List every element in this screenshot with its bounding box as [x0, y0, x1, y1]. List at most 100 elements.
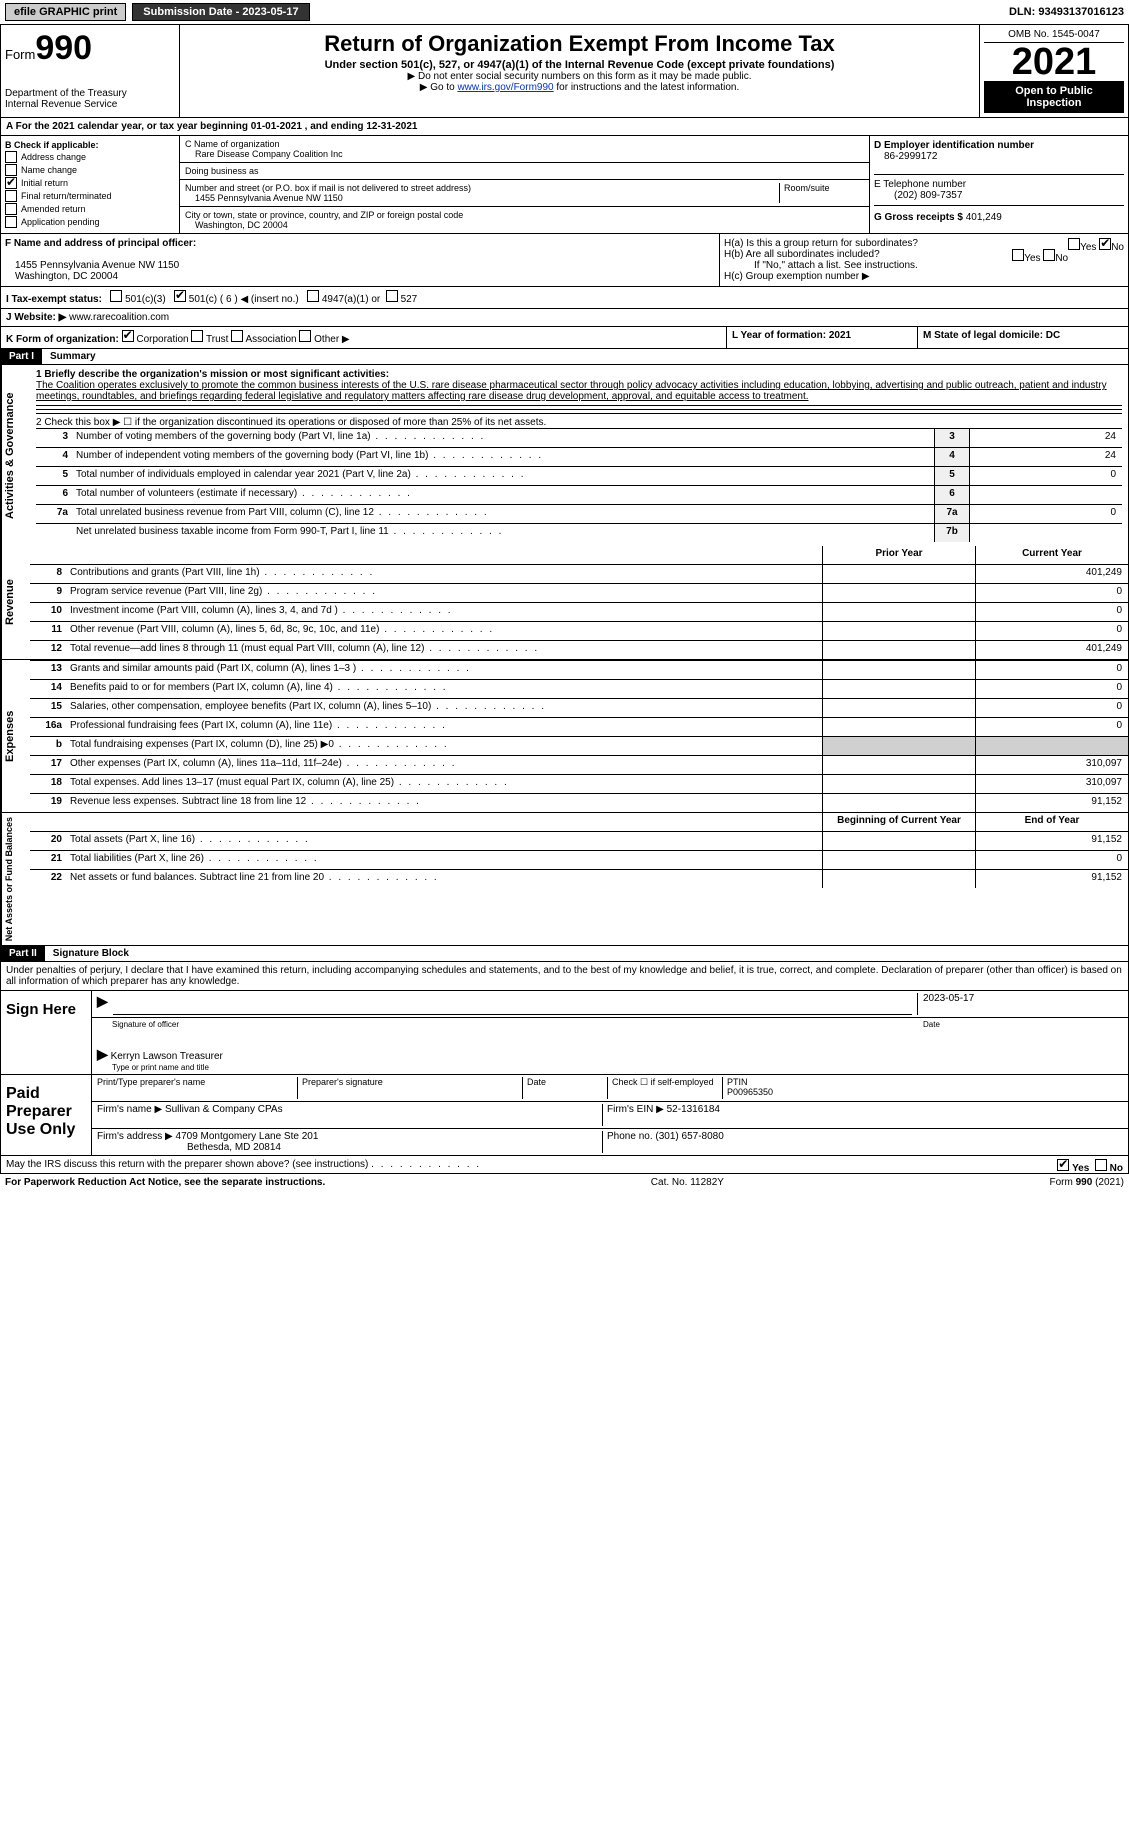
check-4947[interactable] — [307, 290, 319, 302]
line-label: Revenue less expenses. Subtract line 18 … — [66, 794, 822, 812]
current-value: 0 — [975, 584, 1128, 602]
checkbox-app-pending[interactable] — [5, 216, 17, 228]
top-bar: efile GRAPHIC print Submission Date - 20… — [0, 0, 1129, 25]
line-num: 17 — [30, 756, 66, 774]
opt-4947: 4947(a)(1) or — [322, 294, 380, 305]
line-value: 24 — [969, 429, 1122, 447]
part2-header-row: Part II Signature Block — [0, 946, 1129, 962]
check-501c3[interactable] — [110, 290, 122, 302]
note-goto: ▶ Go to — [420, 82, 458, 93]
prior-value — [822, 699, 975, 717]
check-assoc[interactable] — [231, 330, 243, 342]
ha-yes[interactable] — [1068, 238, 1080, 250]
col-current: Current Year — [975, 546, 1128, 564]
line-label: Net assets or fund balances. Subtract li… — [66, 870, 822, 888]
prior-value — [822, 565, 975, 583]
discuss-yes[interactable] — [1057, 1159, 1069, 1171]
col-end: End of Year — [975, 813, 1128, 831]
line-a: A For the 2021 calendar year, or tax yea… — [0, 118, 1129, 136]
box-b: B Check if applicable: Address change Na… — [1, 136, 180, 233]
line-num: 20 — [30, 832, 66, 850]
sign-block: Sign Here ▶ 2023-05-17 Signature of offi… — [0, 991, 1129, 1075]
current-value: 91,152 — [975, 794, 1128, 812]
officer-addr2: Washington, DC 20004 — [5, 271, 118, 282]
table-row: 7a Total unrelated business revenue from… — [36, 504, 1122, 523]
table-row: Net unrelated business taxable income fr… — [36, 523, 1122, 542]
sig-date-label: Date — [923, 1020, 1123, 1042]
firm-phone: (301) 657-8080 — [655, 1131, 723, 1142]
current-value: 0 — [975, 661, 1128, 679]
table-row: 13 Grants and similar amounts paid (Part… — [30, 660, 1128, 679]
mission-block: Activities & Governance 1 Briefly descri… — [0, 365, 1129, 546]
form-header: Form990 Department of the Treasury Inter… — [0, 25, 1129, 118]
opt-501c3: 501(c)(3) — [125, 294, 166, 305]
state-domicile: M State of legal domicile: DC — [923, 330, 1060, 341]
hb-yes[interactable] — [1012, 249, 1024, 261]
org-name: Rare Disease Company Coalition Inc — [185, 149, 864, 159]
line-value — [969, 524, 1122, 542]
current-value: 91,152 — [975, 870, 1128, 888]
line-num — [36, 524, 72, 542]
label-app-pending: Application pending — [21, 217, 100, 227]
current-value: 91,152 — [975, 832, 1128, 850]
table-row: 19 Revenue less expenses. Subtract line … — [30, 793, 1128, 812]
line-num: 3 — [36, 429, 72, 447]
line-value: 0 — [969, 467, 1122, 485]
signer-name-label: Type or print name and title — [112, 1063, 1123, 1072]
table-row: 11 Other revenue (Part VIII, column (A),… — [30, 621, 1128, 640]
table-row: 20 Total assets (Part X, line 16) 91,152 — [30, 831, 1128, 850]
dba-label: Doing business as — [185, 166, 864, 176]
officer-addr1: 1455 Pennsylvania Avenue NW 1150 — [5, 260, 179, 271]
current-value: 0 — [975, 699, 1128, 717]
efile-badge: efile GRAPHIC print — [5, 3, 126, 21]
line-label: Total number of volunteers (estimate if … — [72, 486, 934, 504]
label-name-change: Name change — [21, 165, 77, 175]
discuss-no[interactable] — [1095, 1159, 1107, 1171]
checkbox-amended[interactable] — [5, 203, 17, 215]
line-num: 6 — [36, 486, 72, 504]
footer-right: Form 990 (2021) — [1050, 1177, 1124, 1188]
check-corp[interactable] — [122, 330, 134, 342]
firm-addr2: Bethesda, MD 20814 — [97, 1142, 281, 1153]
irs-link[interactable]: www.irs.gov/Form990 — [457, 82, 553, 93]
check-501c[interactable] — [174, 290, 186, 302]
vlabel-netassets: Net Assets or Fund Balances — [1, 813, 30, 945]
form-number-value: 990 — [35, 29, 92, 67]
prior-value — [822, 584, 975, 602]
table-row: 8 Contributions and grants (Part VIII, l… — [30, 564, 1128, 583]
checkbox-address-change[interactable] — [5, 151, 17, 163]
line2-text: 2 Check this box ▶ ☐ if the organization… — [36, 417, 1122, 428]
firm-ein: 52-1316184 — [667, 1104, 720, 1115]
prep-h1: Print/Type preparer's name — [97, 1077, 298, 1099]
hb-no[interactable] — [1043, 249, 1055, 261]
opt-other: Other ▶ — [314, 334, 349, 345]
prior-value — [822, 737, 975, 755]
current-value: 0 — [975, 603, 1128, 621]
table-row: 16a Professional fundraising fees (Part … — [30, 717, 1128, 736]
line-num: 14 — [30, 680, 66, 698]
yes-label: Yes — [1072, 1163, 1089, 1174]
checkbox-final-return[interactable] — [5, 190, 17, 202]
line-num: 13 — [30, 661, 66, 679]
current-value: 0 — [975, 680, 1128, 698]
part1-header-row: Part I Summary — [0, 349, 1129, 365]
table-row: 5 Total number of individuals employed i… — [36, 466, 1122, 485]
form-number: Form990 — [5, 29, 175, 68]
sig-officer-label: Signature of officer — [112, 1020, 179, 1042]
ha-no[interactable] — [1099, 238, 1111, 250]
check-527[interactable] — [386, 290, 398, 302]
irs-label: Internal Revenue Service — [5, 99, 175, 110]
expenses-table: Expenses 13 Grants and similar amounts p… — [0, 660, 1129, 813]
line-num: 5 — [36, 467, 72, 485]
vlabel-expenses: Expenses — [1, 660, 30, 812]
prior-value — [822, 794, 975, 812]
note-ssn: ▶ Do not enter social security numbers o… — [184, 71, 975, 82]
checkbox-initial-return[interactable] — [5, 177, 17, 189]
check-trust[interactable] — [191, 330, 203, 342]
box-b-title: B Check if applicable: — [5, 140, 99, 150]
line-num: 9 — [30, 584, 66, 602]
arrow-icon: ▶ — [97, 993, 108, 1015]
room-label: Room/suite — [779, 183, 864, 203]
check-other[interactable] — [299, 330, 311, 342]
prior-value — [822, 851, 975, 869]
